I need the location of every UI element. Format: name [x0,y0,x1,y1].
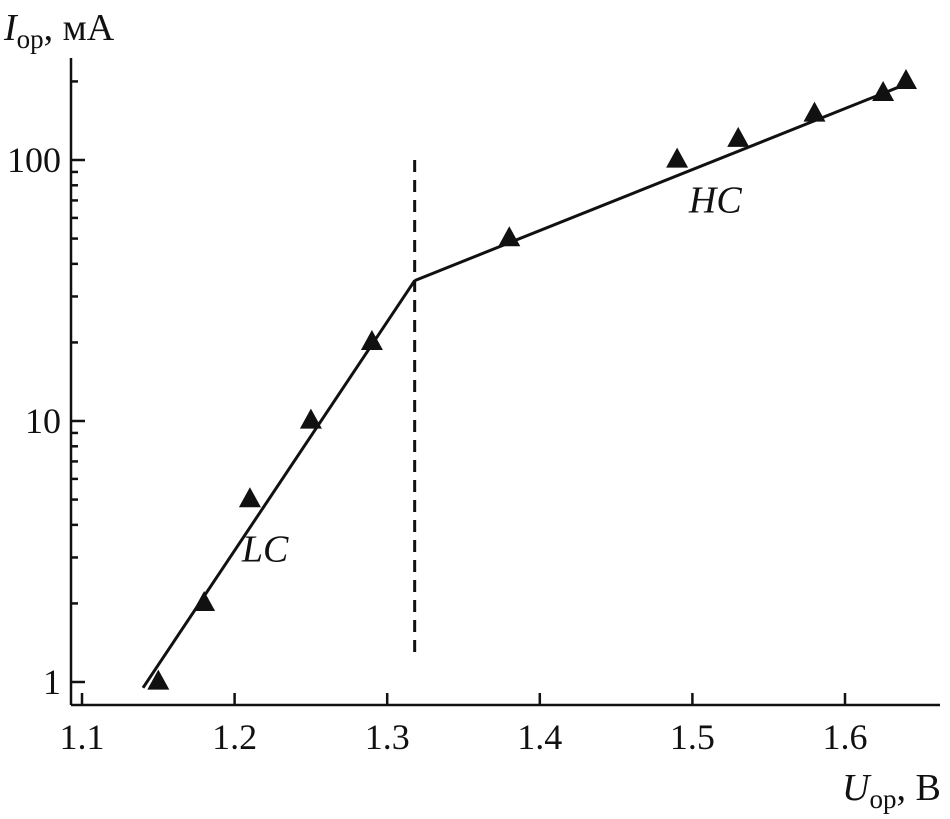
x-axis-label: Uор, В [842,767,941,814]
y-tick-label: 10 [25,401,61,441]
y-axis-label-subscript: ор [17,24,44,54]
data-point-triangle [193,591,216,611]
x-axis-label-unit: , В [896,767,940,809]
annotation-hc: HC [688,179,742,221]
annotation-lc: LC [241,528,289,570]
axes [69,58,940,707]
fit-line-hc [414,85,899,282]
fit-lines [141,85,899,689]
data-point-triangle [238,487,261,508]
y-axis-label: Iор, мА [3,7,115,54]
x-tick-label: 1.3 [365,717,410,757]
data-point-triangle [895,69,917,89]
data-point-triangle [872,81,895,101]
data-point-triangle [299,408,322,429]
y-tick-label: 1 [43,662,61,702]
x-tick-label: 1.2 [212,717,257,757]
x-axis-label-symbol: U [842,767,872,809]
y-axis-label-unit: , мА [44,7,115,49]
data-point-triangle [803,101,826,122]
y-ticks: 1 10 100 [7,80,85,702]
x-tick-label: 1.5 [670,717,715,757]
data-point-triangle [727,126,750,147]
x-axis-label-subscript: ор [869,784,896,814]
data-markers [147,69,917,690]
y-axis-label-symbol: I [3,7,19,49]
x-tick-label: 1.1 [60,717,105,757]
data-point-triangle [360,330,383,350]
y-tick-label: 100 [7,140,61,180]
annotations: LC HC [241,179,742,570]
data-point-triangle [666,147,689,168]
data-point-triangle [147,669,170,690]
x-ticks: 1.1 1.2 1.3 1.4 1.5 1.6 [60,693,868,757]
data-point-triangle [498,226,521,247]
x-tick-label: 1.4 [517,717,562,757]
x-tick-label: 1.6 [823,717,868,757]
